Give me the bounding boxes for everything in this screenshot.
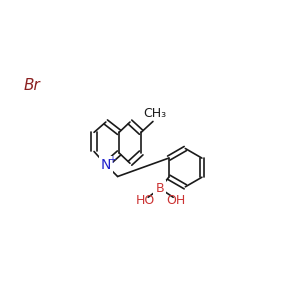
Text: HO: HO: [136, 194, 155, 207]
Text: CH₃: CH₃: [144, 107, 167, 120]
Text: +: +: [108, 155, 116, 165]
Text: OH: OH: [167, 194, 186, 207]
Text: N: N: [100, 158, 111, 172]
Text: Br: Br: [24, 78, 40, 93]
Text: B: B: [156, 182, 164, 195]
